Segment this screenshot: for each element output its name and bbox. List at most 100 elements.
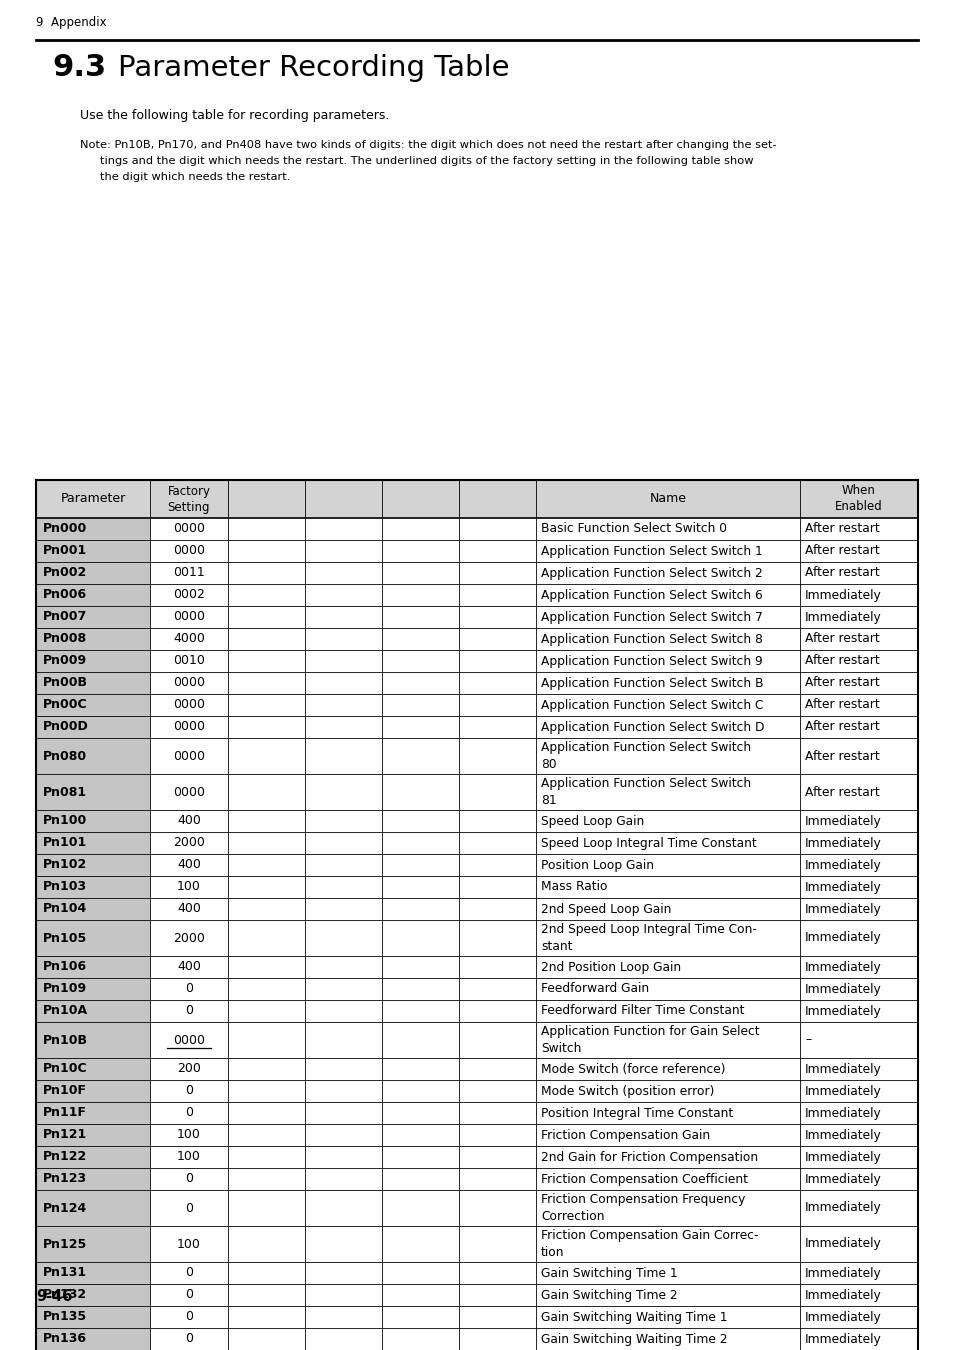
- Text: 0010: 0010: [172, 655, 205, 667]
- Text: Immediately: Immediately: [804, 589, 881, 602]
- Text: Pn104: Pn104: [43, 903, 87, 915]
- Text: 0: 0: [185, 983, 193, 995]
- Text: Pn132: Pn132: [43, 1288, 87, 1301]
- Text: After restart: After restart: [804, 698, 879, 711]
- Bar: [36, 672, 150, 694]
- Text: After restart: After restart: [804, 721, 879, 733]
- Text: Pn121: Pn121: [43, 1129, 87, 1142]
- Text: Pn001: Pn001: [43, 544, 87, 558]
- Bar: [36, 585, 150, 606]
- Text: stant: stant: [540, 941, 572, 953]
- Text: After restart: After restart: [804, 522, 879, 536]
- Text: Use the following table for recording parameters.: Use the following table for recording pa…: [80, 109, 389, 122]
- Text: Factory
Setting: Factory Setting: [168, 485, 211, 513]
- Bar: [36, 1305, 150, 1328]
- Text: 200: 200: [177, 1062, 201, 1076]
- Text: Pn101: Pn101: [43, 837, 87, 849]
- Text: Pn081: Pn081: [43, 786, 87, 798]
- Bar: [36, 481, 917, 518]
- Bar: [36, 1262, 150, 1284]
- Text: 400: 400: [177, 859, 201, 872]
- Text: Parameter: Parameter: [60, 493, 126, 505]
- Text: Friction Compensation Gain: Friction Compensation Gain: [540, 1129, 709, 1142]
- Text: Immediately: Immediately: [804, 960, 881, 973]
- Text: Mode Switch (position error): Mode Switch (position error): [540, 1084, 714, 1098]
- Text: 0: 0: [185, 1107, 193, 1119]
- Text: Pn125: Pn125: [43, 1238, 87, 1250]
- Bar: [36, 1168, 150, 1189]
- Text: 0000: 0000: [172, 1034, 205, 1046]
- Text: Friction Compensation Coefficient: Friction Compensation Coefficient: [540, 1173, 747, 1185]
- Text: 100: 100: [177, 1150, 201, 1164]
- Text: 0000: 0000: [172, 698, 205, 711]
- Text: After restart: After restart: [804, 786, 879, 798]
- Text: Application Function Select Switch: Application Function Select Switch: [540, 778, 750, 791]
- Bar: [36, 1328, 150, 1350]
- Text: 0000: 0000: [172, 610, 205, 624]
- Text: Pn10B: Pn10B: [43, 1034, 88, 1046]
- Text: Position Integral Time Constant: Position Integral Time Constant: [540, 1107, 733, 1119]
- Text: Gain Switching Time 1: Gain Switching Time 1: [540, 1266, 677, 1280]
- Text: 0000: 0000: [172, 544, 205, 558]
- Text: Immediately: Immediately: [804, 983, 881, 995]
- Bar: [36, 774, 150, 810]
- Text: 0002: 0002: [172, 589, 205, 602]
- Bar: [36, 562, 150, 585]
- Text: Pn080: Pn080: [43, 749, 87, 763]
- Text: Friction Compensation Frequency: Friction Compensation Frequency: [540, 1193, 744, 1207]
- Bar: [36, 1189, 150, 1226]
- Text: Immediately: Immediately: [804, 1062, 881, 1076]
- Bar: [36, 919, 150, 956]
- Bar: [36, 649, 150, 672]
- Text: Mode Switch (force reference): Mode Switch (force reference): [540, 1062, 724, 1076]
- Text: Pn007: Pn007: [43, 610, 87, 624]
- Text: 0: 0: [185, 1266, 193, 1280]
- Text: After restart: After restart: [804, 567, 879, 579]
- Text: tings and the digit which needs the restart. The underlined digits of the factor: tings and the digit which needs the rest…: [100, 157, 753, 166]
- Bar: [36, 738, 150, 774]
- Text: 400: 400: [177, 814, 201, 828]
- Text: Immediately: Immediately: [804, 1238, 881, 1250]
- Text: tion: tion: [540, 1246, 564, 1260]
- Text: After restart: After restart: [804, 655, 879, 667]
- Text: Application Function Select Switch 8: Application Function Select Switch 8: [540, 633, 762, 645]
- Text: Pn124: Pn124: [43, 1202, 87, 1215]
- Text: 100: 100: [177, 880, 201, 894]
- Text: Immediately: Immediately: [804, 1107, 881, 1119]
- Text: Immediately: Immediately: [804, 1311, 881, 1323]
- Text: Gain Switching Time 2: Gain Switching Time 2: [540, 1288, 677, 1301]
- Text: 0011: 0011: [172, 567, 205, 579]
- Text: Application Function for Gain Select: Application Function for Gain Select: [540, 1026, 759, 1038]
- Text: 0000: 0000: [172, 749, 205, 763]
- Text: Pn100: Pn100: [43, 814, 87, 828]
- Text: 0000: 0000: [172, 676, 205, 690]
- Bar: [36, 876, 150, 898]
- Text: Pn00C: Pn00C: [43, 698, 88, 711]
- Text: After restart: After restart: [804, 544, 879, 558]
- Text: –: –: [804, 1034, 810, 1046]
- Text: When
Enabled: When Enabled: [834, 485, 882, 513]
- Text: 0000: 0000: [172, 721, 205, 733]
- Text: Name: Name: [649, 493, 686, 505]
- Text: 0: 0: [185, 1004, 193, 1018]
- Text: Speed Loop Integral Time Constant: Speed Loop Integral Time Constant: [540, 837, 756, 849]
- Text: Pn006: Pn006: [43, 589, 87, 602]
- Text: 2000: 2000: [172, 931, 205, 945]
- Bar: [36, 716, 150, 738]
- Text: Note: Pn10B, Pn170, and Pn408 have two kinds of digits: the digit which does not: Note: Pn10B, Pn170, and Pn408 have two k…: [80, 140, 776, 150]
- Text: 0: 0: [185, 1202, 193, 1215]
- Text: Immediately: Immediately: [804, 1173, 881, 1185]
- Text: Pn009: Pn009: [43, 655, 87, 667]
- Text: Pn106: Pn106: [43, 960, 87, 973]
- Text: Pn109: Pn109: [43, 983, 87, 995]
- Text: Immediately: Immediately: [804, 1084, 881, 1098]
- Text: Speed Loop Gain: Speed Loop Gain: [540, 814, 643, 828]
- Text: Pn008: Pn008: [43, 633, 87, 645]
- Bar: [36, 1146, 150, 1168]
- Text: Pn131: Pn131: [43, 1266, 87, 1280]
- Text: 2nd Speed Loop Gain: 2nd Speed Loop Gain: [540, 903, 671, 915]
- Text: Immediately: Immediately: [804, 1202, 881, 1215]
- Bar: [36, 956, 150, 977]
- Bar: [36, 1058, 150, 1080]
- Text: Pn10C: Pn10C: [43, 1062, 88, 1076]
